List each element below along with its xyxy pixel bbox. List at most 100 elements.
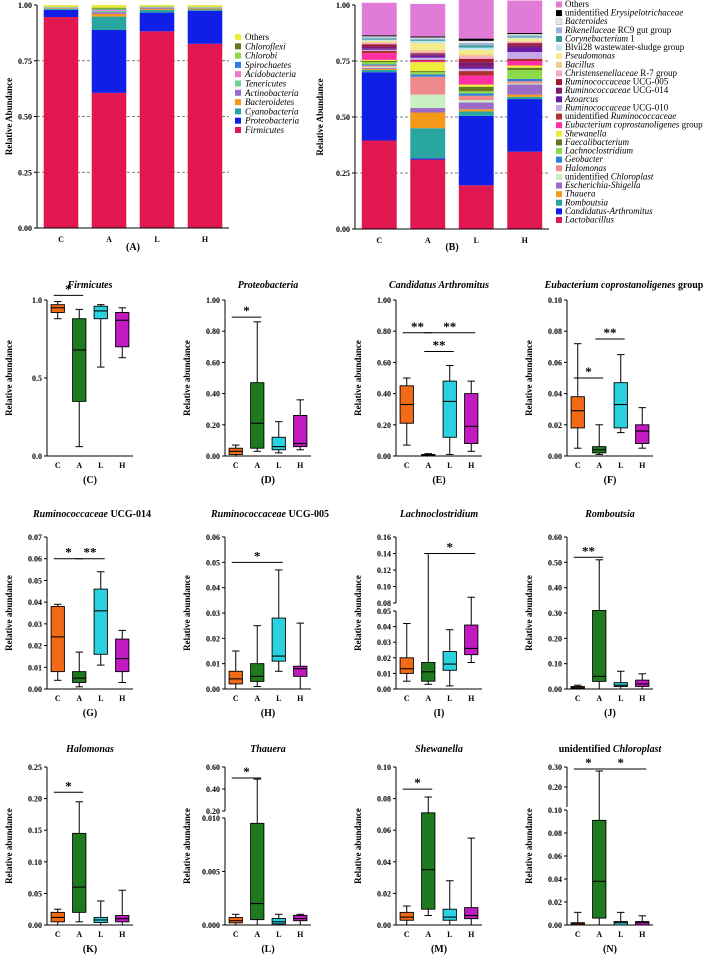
legend-label-part: Chloroplast: [611, 171, 654, 181]
x-tick-label: A: [254, 461, 260, 470]
x-tick-label: C: [404, 930, 410, 939]
box-iqr: [464, 393, 479, 444]
box-iqr: [613, 682, 628, 687]
panel-title: Halomonas: [65, 744, 114, 755]
legend-label: unidentified Chloroplast: [565, 171, 654, 181]
y-tick-label: 0.01: [28, 663, 42, 672]
box-iqr: [442, 908, 457, 921]
bar-segment: [507, 43, 543, 46]
bar-segment: [139, 9, 175, 13]
panel-title-part: Chloroplast: [613, 744, 663, 755]
y-tick-label: 0.16: [377, 533, 391, 542]
box-iqr: [421, 812, 436, 910]
y-tick-label: 0.40: [206, 390, 220, 399]
legend-label-part: Lactobacillus: [564, 215, 614, 225]
bar-segment: [410, 112, 446, 129]
y-tick-label: 0.03: [377, 638, 391, 647]
panel-title-part: Proteobacteria: [238, 280, 299, 291]
bar-segment: [361, 41, 397, 44]
bar-segment: [458, 56, 494, 59]
y-tick-label: 0.30: [548, 609, 562, 618]
panel-title-part: group: [675, 280, 703, 291]
panel-title-part: Candidatus Arthromitus: [389, 280, 489, 291]
bar-segment: [361, 65, 397, 67]
significance-marker: *: [243, 764, 250, 779]
bar-segment: [410, 55, 446, 58]
y-axis-label: Relative Abundance: [315, 78, 325, 155]
legend-swatch: [235, 34, 241, 40]
y-tick-label: 0.00: [377, 685, 391, 694]
panel-title: Lachnoclostridium: [399, 509, 479, 520]
panel-title-part: Romboutsia: [584, 509, 634, 520]
bar-segment: [361, 61, 397, 63]
x-tick-label: C: [233, 694, 239, 703]
y-tick-label: 0.01: [206, 660, 220, 669]
box-iqr: [635, 424, 650, 444]
significance-marker: *: [65, 778, 72, 793]
bar-segment: [410, 76, 446, 95]
bar-segment: [91, 5, 127, 8]
panel-title-part: Eubacterium coprostanoligenes: [544, 280, 676, 291]
panel-title-part: Thauera: [250, 744, 286, 755]
y-tick-label: 0.80: [377, 327, 391, 336]
y-tick-label: 0.00: [377, 452, 391, 461]
y-tick-label: 0.08: [377, 599, 391, 608]
legend-label: Escherichia-Shigella: [564, 180, 641, 190]
y-axis-label: Relative abundance: [4, 808, 14, 884]
bar-segment: [507, 36, 543, 38]
y-tick-label: 0.05: [377, 607, 391, 616]
bar-segment: [507, 81, 543, 84]
bar-segment: [91, 16, 127, 30]
x-tick-label: C: [376, 236, 382, 245]
y-tick-label: 0.20: [548, 783, 562, 792]
panel-title: Ruminococcaceae UCG-005: [210, 509, 329, 520]
bar-segment: [458, 109, 494, 112]
bar-segment: [361, 67, 397, 69]
y-tick-label: 0.04: [548, 875, 562, 884]
box-plot-E: Candidatus Arthromitus 0.00 0.20 0.40 0.60 0.…: [353, 280, 489, 486]
legend-label: Lactobacillus: [564, 215, 614, 225]
y-tick-label: 0.40: [377, 390, 391, 399]
bar-segment: [507, 151, 543, 229]
bar-segment: [458, 102, 494, 110]
box-plot-C: Firmicutes 0.0 0.5 1.0 Relative abundance C A L…: [4, 280, 133, 486]
bar-segment: [458, 100, 494, 103]
x-tick-label: C: [233, 930, 239, 939]
x-tick-label: H: [468, 930, 475, 939]
bar-segment: [410, 43, 446, 50]
legend-swatch: [556, 10, 562, 17]
panel-title: Firmicutes: [66, 280, 112, 291]
legend-label: Azoarcus: [564, 94, 599, 104]
bar-segment: [507, 40, 543, 42]
bar-segment: [361, 69, 397, 73]
legend-swatch: [556, 148, 562, 155]
x-tick-label: C: [575, 461, 581, 470]
bar-segment: [410, 49, 446, 53]
legend-label-part: Halomonas: [564, 163, 607, 173]
y-tick-label: 0.05: [28, 889, 42, 898]
bar-segment: [507, 47, 543, 53]
bar-segment: [458, 0, 494, 39]
legend-label: Halomonas: [564, 163, 607, 173]
legend-label-part: Escherichia-Shigella: [564, 180, 641, 190]
y-tick-label: 0.60: [206, 358, 220, 367]
legend-label-part: Azoarcus: [564, 94, 599, 104]
y-tick-label: 0.30: [548, 763, 562, 772]
legend-label: Cyanobacteria: [245, 106, 299, 116]
significance-marker: **: [84, 545, 97, 560]
bar-segment: [361, 59, 397, 61]
legend-label-part: Romboutsia: [564, 197, 609, 207]
x-tick-label: H: [639, 694, 646, 703]
x-tick-label: C: [404, 694, 410, 703]
bar-segment: [139, 5, 175, 7]
legend-label: Firmicutes: [244, 125, 284, 135]
bar-segment: [187, 5, 223, 7]
y-axis-label: Relative abundance: [4, 340, 14, 416]
bar-segment: [507, 67, 543, 70]
bar-segment: [139, 12, 175, 32]
legend-swatch: [556, 104, 562, 111]
y-tick-label: 0.010: [202, 814, 220, 823]
x-tick-label: H: [522, 236, 529, 245]
bar-segment: [361, 38, 397, 40]
panel-label: (F): [604, 475, 617, 486]
